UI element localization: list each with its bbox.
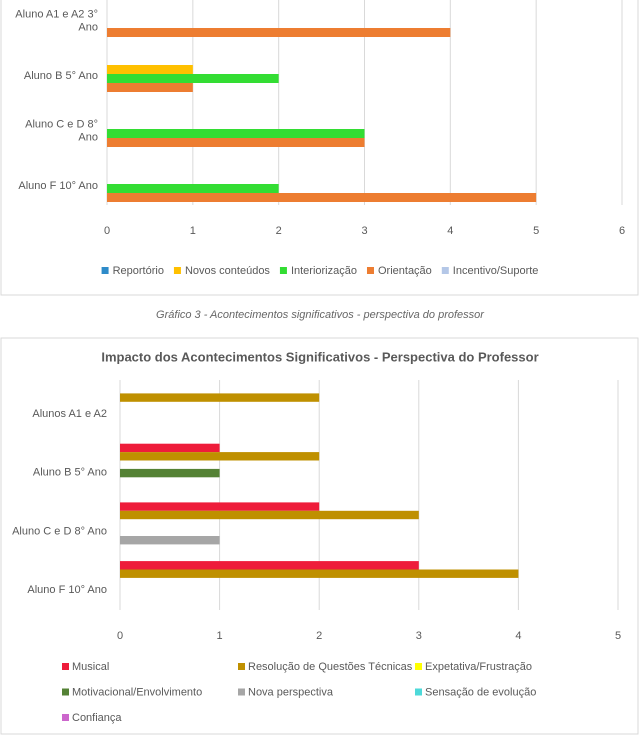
bar [107, 184, 279, 193]
bar [107, 74, 279, 83]
legend-label: Interiorização [291, 265, 357, 277]
category-label: Aluno C e D 8° Ano [12, 525, 107, 537]
legend-label: Orientação [378, 265, 432, 277]
bar [107, 65, 193, 74]
x-tick-label: 0 [117, 630, 123, 642]
bar [107, 138, 365, 147]
category-label: Aluno F 10° Ano [27, 584, 107, 596]
x-tick-label: 2 [316, 630, 322, 642]
legend-label: Musical [72, 661, 109, 673]
legend-swatch [62, 663, 69, 670]
x-tick-label: 5 [533, 225, 539, 237]
bar [120, 510, 419, 520]
legend-label: Expetativa/Frustração [425, 661, 532, 673]
category-label: Aluno C e D 8° Ano [25, 118, 98, 143]
legend-swatch [279, 267, 287, 274]
legend-label: Confiança [72, 712, 122, 724]
category-label: Aluno B 5° Ano [24, 70, 98, 82]
bar [120, 393, 320, 402]
category-label: Aluno A1 e A2 3° Ano [15, 8, 98, 33]
legend-swatch [101, 267, 109, 274]
legend-swatch [415, 663, 422, 670]
x-tick-label: 3 [416, 630, 422, 642]
caption: Gráfico 3 - Acontecimentos significativo… [156, 309, 485, 321]
legend-swatch [62, 714, 69, 721]
category-label: Aluno B 5° Ano [33, 467, 107, 479]
bar [107, 129, 365, 138]
legend-label: Motivacional/Envolvimento [72, 686, 202, 698]
legend-swatch [366, 267, 374, 274]
x-tick-label: 2 [276, 225, 282, 237]
legend-swatch [62, 688, 69, 696]
legend-label: Resolução de Questões Técnicas [248, 661, 413, 673]
legend-label: Incentivo/Suporte [453, 265, 539, 277]
chart-title: Impacto dos Acontecimentos Significativo… [101, 349, 538, 364]
legend-swatch [441, 267, 449, 274]
category-label: Alunos A1 e A2 [32, 408, 107, 420]
category-label: Aluno F 10° Ano [18, 180, 98, 192]
chart-frame [0, 0, 639, 296]
bar [120, 443, 220, 453]
legend-swatch [238, 663, 245, 670]
x-tick-label: 6 [619, 225, 625, 237]
legend-label: Reportório [113, 265, 164, 277]
bar [107, 28, 451, 37]
bar [120, 468, 220, 478]
bar [107, 83, 193, 92]
legend-swatch [415, 688, 422, 696]
x-tick-label: 0 [104, 225, 110, 237]
bar [120, 452, 320, 461]
legend-label: Novos conteúdos [185, 265, 270, 277]
bar [120, 536, 220, 545]
legend-swatch [173, 267, 181, 274]
bar [120, 569, 519, 578]
x-tick-label: 4 [515, 630, 521, 642]
x-tick-label: 1 [217, 630, 223, 642]
x-tick-label: 1 [190, 225, 196, 237]
x-tick-label: 4 [447, 225, 453, 237]
x-tick-label: 3 [361, 225, 367, 237]
bar [107, 193, 537, 202]
bar [120, 561, 419, 570]
legend-swatch [238, 688, 245, 696]
legend-label: Sensação de evolução [425, 686, 536, 698]
legend-label: Nova perspectiva [248, 686, 334, 698]
bar [120, 502, 320, 511]
x-tick-label: 5 [615, 630, 621, 642]
